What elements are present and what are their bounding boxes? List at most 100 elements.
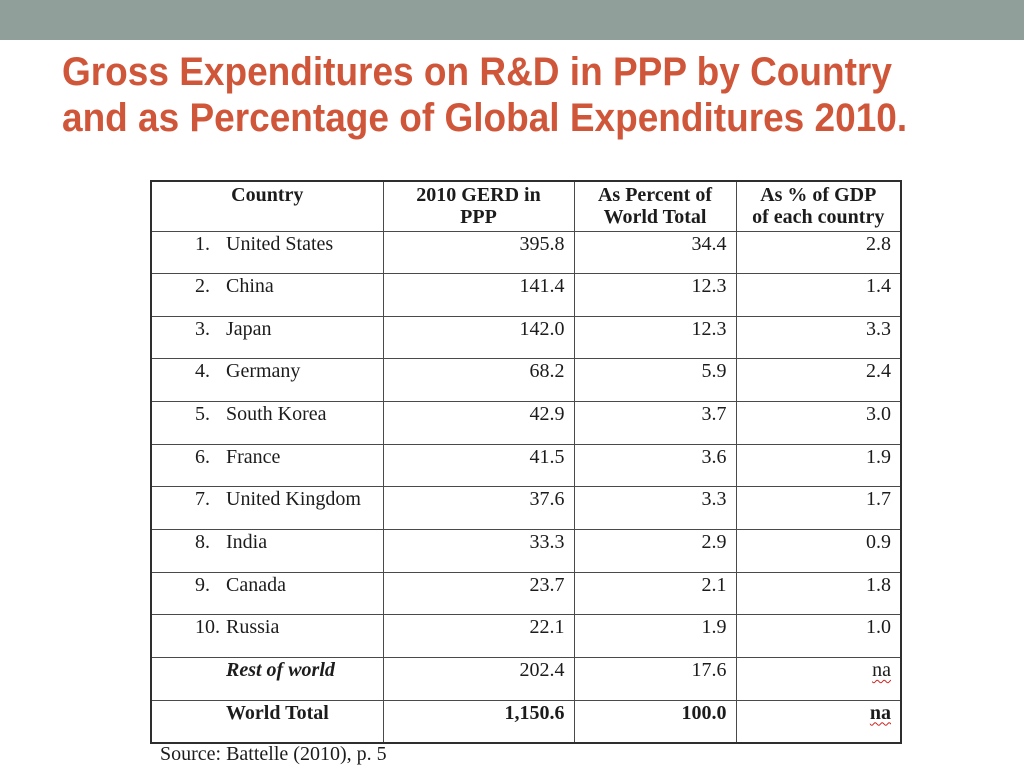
pct-world-cell: 5.9 <box>573 358 737 403</box>
table-row: 9. Canada 23.7 2.1 1.8 <box>150 571 902 616</box>
slide-title: Gross Expenditures on R&D in PPP by Coun… <box>62 49 950 141</box>
gerd-cell: 142.0 <box>382 315 575 360</box>
gerd-cell: 141.4 <box>382 273 575 317</box>
pct-gdp-cell: 1.9 <box>735 443 902 488</box>
source-citation: Source: Battelle (2010), p. 5 <box>160 743 387 765</box>
country-name: France <box>226 445 281 468</box>
pct-world-cell: 1.9 <box>573 614 737 659</box>
gerd-cell: 202.4 <box>382 657 575 701</box>
header-pct-world-line-2: World Total <box>603 206 707 228</box>
table-row: 1. United States 395.8 34.4 2.8 <box>150 230 902 275</box>
na-value: na <box>872 659 891 682</box>
pct-gdp-cell: 1.4 <box>735 273 902 317</box>
country-cell: 8. India <box>150 529 384 573</box>
pct-world-cell: 3.7 <box>573 401 737 445</box>
country-cell: 7. United Kingdom <box>150 486 384 531</box>
table-row: 2. China 141.4 12.3 1.4 <box>150 273 902 317</box>
header-pct-gdp-line-2: of each country <box>752 206 885 228</box>
header-gerd-line-2: PPP <box>460 206 497 228</box>
header-country: Country <box>150 180 384 232</box>
gerd-cell: 33.3 <box>382 529 575 573</box>
country-cell: 10. Russia <box>150 614 384 659</box>
country-name: United States <box>226 232 334 255</box>
pct-world-cell: 2.9 <box>573 529 737 573</box>
country-cell: 5. South Korea <box>150 401 384 445</box>
header-pct-world: As Percent of World Total <box>573 180 737 232</box>
world-total-row: World Total 1,150.6 100.0 na <box>150 699 902 744</box>
header-pct-world-line-1: As Percent of <box>597 184 713 206</box>
table-row: 4. Germany 68.2 5.9 2.4 <box>150 358 902 403</box>
pct-gdp-cell: na <box>735 699 902 744</box>
gerd-cell: 1,150.6 <box>382 699 575 744</box>
table-row: 7. United Kingdom 37.6 3.3 1.7 <box>150 486 902 531</box>
na-value: na <box>869 701 891 724</box>
header-country-label: Country <box>231 184 304 206</box>
pct-gdp-cell: 3.3 <box>735 315 902 360</box>
pct-gdp-cell: 2.8 <box>735 230 902 275</box>
country-name: Canada <box>226 573 286 596</box>
slide-top-bar <box>0 0 1024 40</box>
pct-gdp-cell: 2.4 <box>735 358 902 403</box>
gerd-cell: 22.1 <box>382 614 575 659</box>
pct-world-cell: 3.6 <box>573 443 737 488</box>
table-row: 6. France 41.5 3.6 1.9 <box>150 443 902 488</box>
header-gerd: 2010 GERD in PPP <box>382 180 575 232</box>
pct-gdp-cell: na <box>735 657 902 701</box>
pct-world-cell: 12.3 <box>573 273 737 317</box>
world-total-label: World Total <box>150 699 384 744</box>
pct-world-cell: 2.1 <box>573 571 737 616</box>
pct-world-cell: 17.6 <box>573 657 737 701</box>
gerd-cell: 395.8 <box>382 230 575 275</box>
header-gerd-line-1: 2010 GERD in <box>416 184 541 206</box>
rank-number: 7. <box>195 488 210 511</box>
rank-number: 5. <box>195 403 210 426</box>
table-header-row: Country 2010 GERD in PPP As Percent of W… <box>150 180 902 232</box>
table-row: 8. India 33.3 2.9 0.9 <box>150 529 902 573</box>
country-cell: 2. China <box>150 273 384 317</box>
rest-of-world-label: Rest of world <box>150 657 384 701</box>
rank-number: 9. <box>195 573 210 596</box>
country-cell: 4. Germany <box>150 358 384 403</box>
country-name: India <box>226 531 268 554</box>
title-line-2: and as Percentage of Global Expenditures… <box>62 96 908 140</box>
rank-number: 1. <box>195 232 210 255</box>
gerd-cell: 23.7 <box>382 571 575 616</box>
header-pct-gdp-line-1: As % of GDP <box>760 184 877 206</box>
country-cell: 9. Canada <box>150 571 384 616</box>
table-row: 5. South Korea 42.9 3.7 3.0 <box>150 401 902 445</box>
pct-gdp-cell: 0.9 <box>735 529 902 573</box>
pct-gdp-cell: 3.0 <box>735 401 902 445</box>
pct-world-cell: 12.3 <box>573 315 737 360</box>
country-cell: 3. Japan <box>150 315 384 360</box>
gerd-cell: 42.9 <box>382 401 575 445</box>
pct-gdp-cell: 1.7 <box>735 486 902 531</box>
rank-number: 10. <box>195 616 220 639</box>
pct-gdp-cell: 1.8 <box>735 571 902 616</box>
country-cell: 6. France <box>150 443 384 488</box>
country-name: Russia <box>226 616 280 639</box>
table-row: 10. Russia 22.1 1.9 1.0 <box>150 614 902 659</box>
title-line-1: Gross Expenditures on R&D in PPP by Coun… <box>62 50 892 94</box>
country-name: South Korea <box>226 403 327 426</box>
pct-world-cell: 100.0 <box>573 699 737 744</box>
pct-world-cell: 3.3 <box>573 486 737 531</box>
header-pct-gdp: As % of GDP of each country <box>735 180 902 232</box>
country-name: United Kingdom <box>226 488 361 511</box>
gerd-cell: 41.5 <box>382 443 575 488</box>
country-name: China <box>226 275 274 298</box>
gerd-cell: 37.6 <box>382 486 575 531</box>
rank-number: 3. <box>195 317 210 340</box>
gerd-cell: 68.2 <box>382 358 575 403</box>
pct-gdp-cell: 1.0 <box>735 614 902 659</box>
rank-number: 2. <box>195 275 210 298</box>
table-row: 3. Japan 142.0 12.3 3.3 <box>150 315 902 360</box>
rest-of-world-row: Rest of world 202.4 17.6 na <box>150 657 902 701</box>
rd-expenditure-table: Country 2010 GERD in PPP As Percent of W… <box>150 180 902 744</box>
country-name: Japan <box>226 317 272 340</box>
rank-number: 4. <box>195 360 210 383</box>
pct-world-cell: 34.4 <box>573 230 737 275</box>
rank-number: 8. <box>195 531 210 554</box>
country-name: Germany <box>226 360 301 383</box>
country-cell: 1. United States <box>150 230 384 275</box>
rank-number: 6. <box>195 445 210 468</box>
